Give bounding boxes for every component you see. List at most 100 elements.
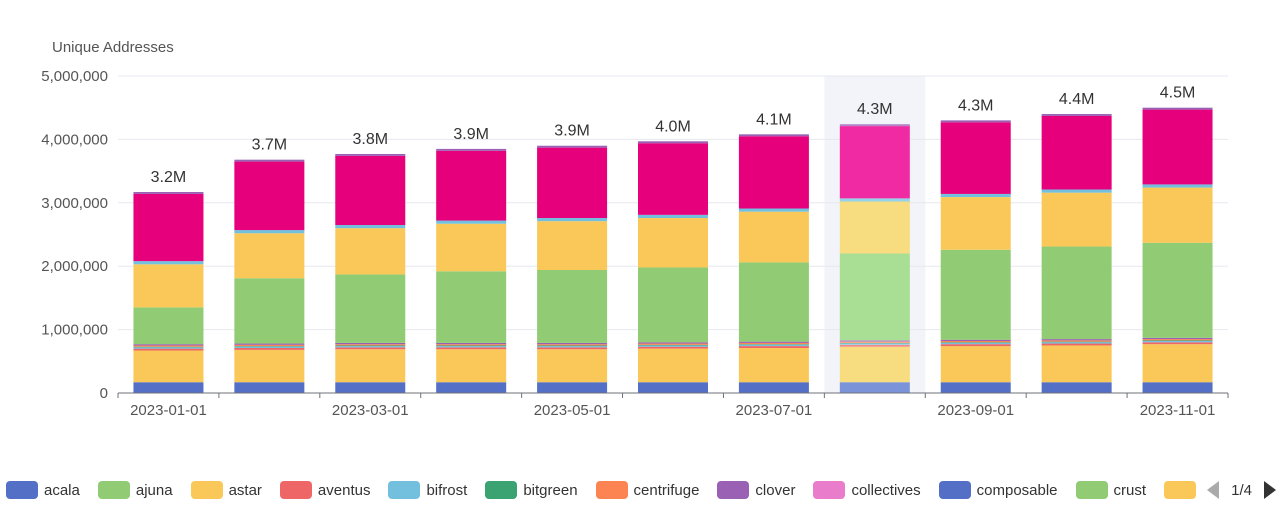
bar-segment-crust[interactable]	[638, 218, 708, 268]
bar-segment-clover[interactable]	[638, 342, 708, 344]
bar-segment-aventus[interactable]	[638, 346, 708, 349]
bar-segment-centrifuge[interactable]	[1142, 339, 1213, 341]
bar-segment-efinity[interactable]	[940, 122, 1011, 194]
bar-segment-crust[interactable]	[839, 201, 910, 254]
bar-segment-acala[interactable]	[537, 382, 608, 393]
bar-segment-collectives[interactable]	[839, 198, 910, 202]
bar-segment-centrifuge[interactable]	[1041, 340, 1112, 342]
bar-segment-ajuna[interactable]	[839, 253, 910, 341]
bar-segment-aventus[interactable]	[738, 346, 809, 348]
bar-segment-bifrost[interactable]	[738, 344, 809, 347]
bar-segment-bifrost[interactable]	[335, 346, 406, 348]
bar-segment-collectives[interactable]	[234, 230, 305, 234]
bar-segment-ajuna[interactable]	[133, 307, 204, 345]
legend-item-collectives[interactable]: collectives	[813, 481, 921, 499]
bar-segment-bitgreen[interactable]	[537, 345, 608, 347]
bar-segment-bitgreen[interactable]	[940, 342, 1011, 343]
bar-segment-bitgreen[interactable]	[738, 344, 809, 345]
bar-segment-astar[interactable]	[638, 348, 708, 383]
bar-segment-frequency[interactable]	[436, 148, 507, 151]
bar-segment-bitgreen[interactable]	[436, 345, 507, 347]
bar-segment-clover[interactable]	[1041, 339, 1112, 341]
bar-segment-efinity[interactable]	[1041, 115, 1112, 190]
bar-segment-ajuna[interactable]	[234, 278, 305, 344]
bar-segment-acala[interactable]	[839, 382, 910, 393]
bar-segment-bifrost[interactable]	[1041, 342, 1112, 344]
bar-segment-collectives[interactable]	[335, 224, 406, 229]
bar-segment-clover[interactable]	[738, 341, 809, 343]
bar-segment-centrifuge[interactable]	[133, 345, 204, 347]
bar-segment-astar[interactable]	[234, 349, 305, 383]
bar-segment-clover[interactable]	[1142, 337, 1213, 340]
bar-segment-ajuna[interactable]	[1142, 242, 1213, 338]
bar-segment-collectives[interactable]	[638, 214, 708, 219]
bar-segment-clover[interactable]	[537, 342, 608, 345]
bar-segment-collectives[interactable]	[133, 261, 204, 265]
bar-segment-collectives[interactable]	[940, 193, 1011, 198]
bar-segment-acala[interactable]	[1041, 382, 1112, 393]
bar-segment-clover[interactable]	[133, 344, 204, 346]
legend-item-composable[interactable]: composable	[938, 481, 1058, 499]
bar-segment-efinity[interactable]	[738, 136, 809, 209]
bar-segment-frequency[interactable]	[133, 192, 204, 194]
bar-segment-centrifuge[interactable]	[839, 341, 910, 343]
legend-item-aventus[interactable]: aventus	[279, 481, 370, 499]
bar-segment-frequency[interactable]	[335, 153, 406, 156]
bar-segment-ajuna[interactable]	[335, 274, 406, 343]
bar-segment-aventus[interactable]	[1041, 343, 1112, 346]
bar-segment-astar[interactable]	[839, 346, 910, 383]
legend-item-astar[interactable]: astar	[190, 481, 262, 499]
bar-segment-astar[interactable]	[436, 349, 507, 383]
bar-segment-centrifuge[interactable]	[234, 344, 305, 347]
bar-segment-acala[interactable]	[234, 382, 305, 393]
bar-segment-efinity[interactable]	[436, 150, 507, 221]
bar-segment-astar[interactable]	[1041, 345, 1112, 383]
bar-segment-frequency[interactable]	[940, 120, 1011, 123]
bar-segment-bitgreen[interactable]	[839, 342, 910, 344]
bar-segment-frequency[interactable]	[1041, 114, 1112, 116]
bar-segment-efinity[interactable]	[638, 143, 708, 215]
bar-segment-aventus[interactable]	[335, 347, 406, 350]
bar-segment-bitgreen[interactable]	[234, 346, 305, 347]
bar-segment-bifrost[interactable]	[638, 345, 708, 347]
bar-segment-bifrost[interactable]	[537, 346, 608, 348]
bar-segment-efinity[interactable]	[335, 155, 406, 225]
bar-segment-centrifuge[interactable]	[940, 341, 1011, 343]
bar-segment-astar[interactable]	[537, 349, 608, 383]
bar-segment-acala[interactable]	[638, 382, 708, 393]
bar-segment-bifrost[interactable]	[133, 347, 204, 349]
bar-segment-collectives[interactable]	[738, 208, 809, 212]
legend-item-acala[interactable]: acala	[6, 481, 80, 499]
bar-segment-crust[interactable]	[738, 211, 809, 263]
bar-segment-frequency[interactable]	[1142, 107, 1213, 110]
bar-segment-clover[interactable]	[234, 343, 305, 345]
bar-segment-astar[interactable]	[335, 349, 406, 383]
bar-segment-bifrost[interactable]	[839, 343, 910, 345]
bar-segment-crust[interactable]	[940, 197, 1011, 250]
bar-segment-efinity[interactable]	[133, 193, 204, 262]
bar-segment-acala[interactable]	[940, 382, 1011, 393]
bar-segment-ajuna[interactable]	[638, 267, 708, 343]
bar-segment-ajuna[interactable]	[1041, 246, 1112, 340]
bar-segment-acala[interactable]	[436, 382, 507, 393]
bar-segment-astar[interactable]	[133, 350, 204, 383]
bar-segment-clover[interactable]	[940, 339, 1011, 342]
bar-segment-crust[interactable]	[436, 223, 507, 272]
bar-segment-bitgreen[interactable]	[335, 345, 406, 347]
bar-segment-crust[interactable]	[335, 228, 406, 275]
bar-segment-crust[interactable]	[133, 264, 204, 308]
bar-segment-clover[interactable]	[839, 340, 910, 342]
bar-segment-astar[interactable]	[940, 346, 1011, 383]
bar-segment-efinity[interactable]	[234, 161, 305, 231]
bar-segment-aventus[interactable]	[133, 348, 204, 351]
bar-segment-frequency[interactable]	[234, 159, 305, 162]
legend-item-partial[interactable]	[1164, 481, 1202, 499]
legend-item-bifrost[interactable]: bifrost	[388, 481, 467, 499]
legend-item-centrifuge[interactable]: centrifuge	[595, 481, 699, 499]
bar-segment-acala[interactable]	[738, 382, 809, 393]
bar-segment-crust[interactable]	[537, 221, 608, 271]
bar-segment-acala[interactable]	[335, 382, 406, 393]
bar-segment-efinity[interactable]	[1142, 109, 1213, 185]
bar-segment-ajuna[interactable]	[738, 262, 809, 342]
bar-segment-clover[interactable]	[335, 342, 406, 345]
